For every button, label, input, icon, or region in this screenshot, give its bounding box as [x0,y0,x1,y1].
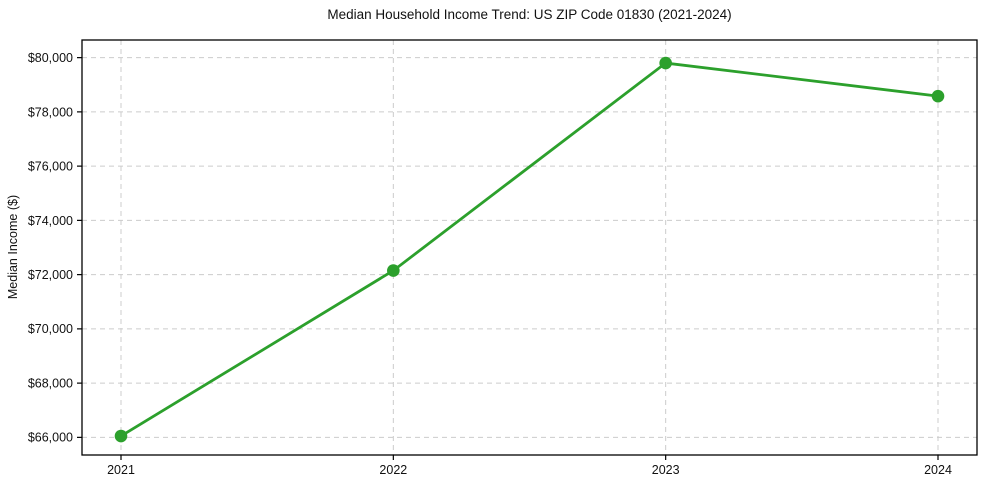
y-tick-label: $76,000 [28,160,73,174]
plot-frame [81,39,978,456]
x-tick-label: 2023 [652,463,680,477]
y-tick-label: $80,000 [28,51,73,65]
x-tick-label: 2021 [107,463,135,477]
x-tick-label: 2024 [924,463,952,477]
y-tick-label: $74,000 [28,214,73,228]
y-tick-label: $66,000 [28,431,73,445]
data-point-marker [659,56,672,70]
y-tick-label: $68,000 [28,376,73,390]
x-tick-label: 2022 [379,463,407,477]
y-tick-label: $72,000 [28,268,73,282]
data-point-marker [931,89,945,103]
data-point-marker [114,429,128,443]
data-line [119,61,940,438]
y-tick-label: $70,000 [28,322,73,336]
data-point-marker [387,264,400,277]
chart-title: Median Household Income Trend: US ZIP Co… [327,7,732,22]
y-tick-label: $78,000 [28,105,73,119]
